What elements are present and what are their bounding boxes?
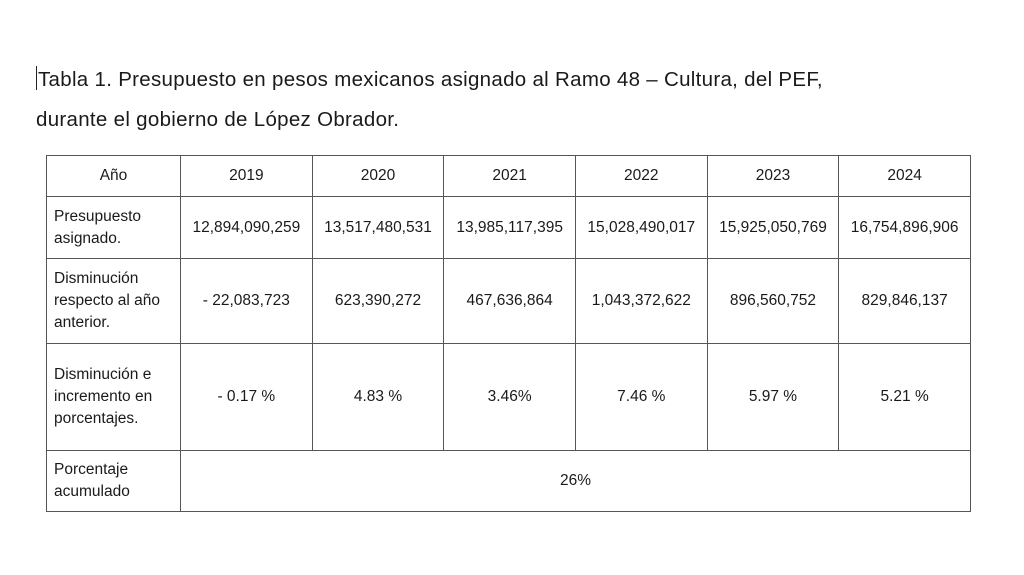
- table-cell: 7.46 %: [574, 343, 708, 451]
- row-label: Disminución respecto al año anterior.: [46, 258, 181, 344]
- caption-line-1: Tabla 1. Presupuesto en pesos mexicanos …: [38, 68, 823, 91]
- header-cell: 2023: [706, 155, 840, 197]
- table-cell: 12,894,090,259: [180, 196, 313, 259]
- table-header-row: Año 2019 2020 2021 2022 2023 2024: [46, 155, 971, 197]
- accumulated-value: 26%: [180, 450, 971, 512]
- table-cell: 13,517,480,531: [311, 196, 445, 259]
- caption-line-2: durante el gobierno de López Obrador.: [36, 108, 400, 131]
- table-cell: 5.21 %: [838, 343, 971, 451]
- table-row: Porcentaje acumulado 26%: [46, 450, 971, 512]
- table-cell: 3.46%: [443, 343, 576, 451]
- table-cell: 13,985,117,395: [443, 196, 576, 259]
- table-row: Disminución respecto al año anterior. - …: [46, 258, 971, 344]
- table-cell: 15,925,050,769: [706, 196, 840, 259]
- table-caption: Tabla 1. Presupuesto en pesos mexicanos …: [36, 60, 966, 140]
- row-label: Porcentaje acumulado: [46, 450, 181, 512]
- table-cell: 623,390,272: [311, 258, 445, 344]
- header-cell: 2021: [443, 155, 576, 197]
- text-cursor: [36, 66, 37, 90]
- header-cell: 2019: [180, 155, 313, 197]
- table-cell: 467,636,864: [443, 258, 576, 344]
- header-cell: Año: [46, 155, 181, 197]
- row-label: Presupuesto asignado.: [46, 196, 181, 259]
- table-row: Presupuesto asignado. 12,894,090,259 13,…: [46, 196, 971, 259]
- header-cell: 2022: [574, 155, 708, 197]
- budget-table: Año 2019 2020 2021 2022 2023 2024 Presup…: [46, 155, 971, 512]
- table-cell: 1,043,372,622: [574, 258, 708, 344]
- table-cell: - 0.17 %: [180, 343, 313, 451]
- table-cell: 5.97 %: [706, 343, 840, 451]
- table-cell: 16,754,896,906: [838, 196, 971, 259]
- table-cell: 4.83 %: [311, 343, 445, 451]
- table-cell: 829,846,137: [838, 258, 971, 344]
- table-cell: - 22,083,723: [180, 258, 313, 344]
- header-cell: 2024: [838, 155, 971, 197]
- table-row: Disminución e incremento en porcentajes.…: [46, 343, 971, 451]
- table-cell: 896,560,752: [706, 258, 840, 344]
- header-cell: 2020: [311, 155, 445, 197]
- table-cell: 15,028,490,017: [574, 196, 708, 259]
- row-label: Disminución e incremento en porcentajes.: [46, 343, 181, 451]
